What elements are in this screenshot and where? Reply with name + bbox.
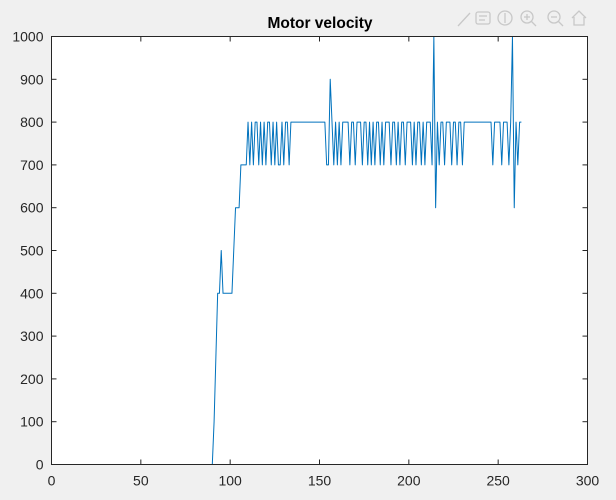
y-tick-label: 800 bbox=[20, 114, 44, 130]
chart-title: Motor velocity bbox=[267, 15, 372, 32]
y-axis: 0 100 200 300 400 500 600 700 800 900 1000 bbox=[12, 29, 588, 473]
x-tick-label: 100 bbox=[218, 473, 242, 489]
y-tick-label: 0 bbox=[36, 457, 44, 473]
y-tick-label: 400 bbox=[20, 285, 44, 301]
x-tick-label: 200 bbox=[397, 473, 421, 489]
y-tick-label: 200 bbox=[20, 371, 44, 387]
y-tick-label: 1000 bbox=[12, 29, 43, 45]
x-tick-label: 0 bbox=[48, 473, 56, 489]
y-tick-label: 100 bbox=[20, 414, 44, 430]
axes-toolbar[interactable] bbox=[457, 10, 587, 27]
x-tick-label: 50 bbox=[133, 473, 149, 489]
x-axis: 0 50 100 150 200 250 300 bbox=[48, 36, 600, 489]
series-line-0 bbox=[51, 36, 522, 465]
plot-area bbox=[51, 36, 588, 465]
home-icon[interactable] bbox=[571, 10, 587, 26]
series-layer bbox=[51, 36, 522, 465]
x-tick-label: 150 bbox=[308, 473, 332, 489]
brush-icon[interactable] bbox=[457, 12, 471, 27]
y-tick-label: 700 bbox=[20, 157, 44, 173]
y-tick-label: 900 bbox=[20, 71, 44, 87]
y-tick-label: 600 bbox=[20, 200, 44, 216]
pan-icon[interactable] bbox=[497, 10, 513, 26]
y-tick-label: 300 bbox=[20, 328, 44, 344]
y-tick-label: 500 bbox=[20, 243, 44, 259]
x-tick-label: 300 bbox=[576, 473, 600, 489]
data-tips-icon[interactable] bbox=[475, 11, 491, 25]
zoom-in-icon[interactable] bbox=[520, 10, 537, 27]
x-tick-label: 250 bbox=[486, 473, 510, 489]
zoom-out-icon[interactable] bbox=[547, 10, 564, 27]
